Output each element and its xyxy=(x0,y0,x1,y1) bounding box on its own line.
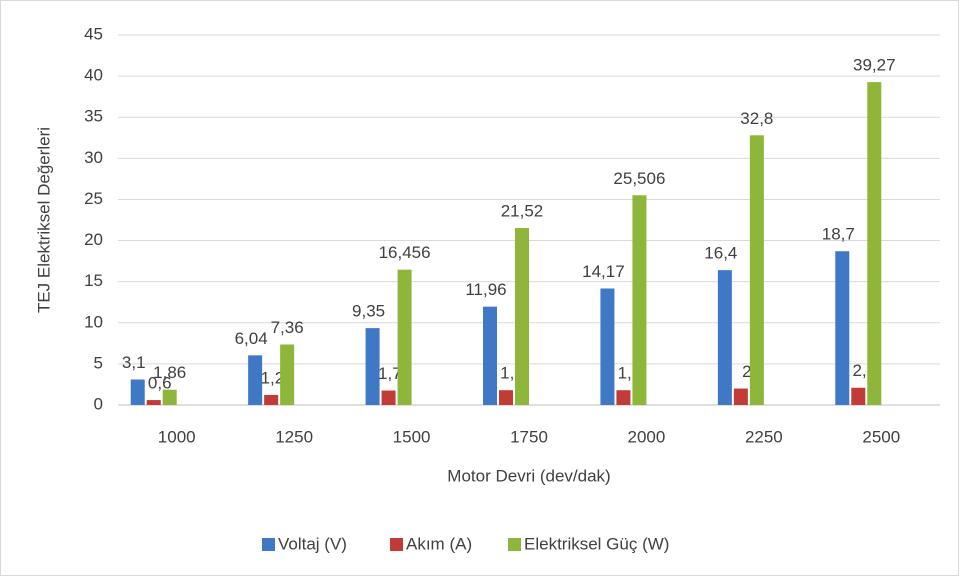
x-tick-label: 2000 xyxy=(628,427,666,446)
value-label: 14,17 xyxy=(582,262,625,281)
bar xyxy=(616,390,631,405)
bar xyxy=(851,387,866,405)
bar xyxy=(733,388,748,405)
bar xyxy=(749,135,764,406)
bar xyxy=(717,270,732,405)
y-tick-label: 20 xyxy=(84,230,103,249)
legend-swatch xyxy=(390,538,403,551)
bar xyxy=(397,269,412,405)
bar xyxy=(632,195,647,405)
value-label: 32,8 xyxy=(740,109,773,128)
x-tick-label: 1750 xyxy=(510,427,548,446)
bar xyxy=(600,288,615,405)
y-tick-label: 10 xyxy=(84,312,103,331)
bar xyxy=(515,228,529,405)
value-label: 2 xyxy=(742,362,751,381)
bar xyxy=(499,390,513,405)
y-tick-label: 0 xyxy=(94,394,103,413)
legend-label: Akım (A) xyxy=(406,534,472,553)
value-label: 25,506 xyxy=(613,169,665,188)
bar xyxy=(381,390,396,405)
bar xyxy=(162,389,177,405)
bar xyxy=(248,355,263,405)
x-tick-label: 2250 xyxy=(745,427,783,446)
x-tick-label: 2500 xyxy=(862,427,900,446)
value-label: 39,27 xyxy=(853,56,896,75)
y-tick-label: 5 xyxy=(94,353,103,372)
bar xyxy=(280,344,295,405)
legend-label: Elektriksel Güç (W) xyxy=(524,534,669,553)
legend-label: Voltaj (V) xyxy=(278,534,347,553)
value-label: 3,1 xyxy=(122,353,146,372)
value-label: 0,6 xyxy=(148,374,172,393)
x-axis-title: Motor Devri (dev/dak) xyxy=(447,466,610,485)
legend-swatch xyxy=(508,538,521,551)
bar xyxy=(365,328,380,405)
bar xyxy=(835,251,850,405)
value-label: 9,35 xyxy=(352,302,385,321)
y-tick-label: 40 xyxy=(84,66,103,85)
value-label: 21,52 xyxy=(501,202,544,221)
y-tick-label: 30 xyxy=(84,148,103,167)
y-tick-label: 35 xyxy=(84,107,103,126)
y-axis-title: TEJ Elektriksel Değerleri xyxy=(34,127,53,313)
legend-swatch xyxy=(262,538,275,551)
y-tick-label: 15 xyxy=(84,271,103,290)
bar xyxy=(867,82,882,405)
bar xyxy=(146,400,161,405)
value-label: 6,04 xyxy=(235,329,268,348)
value-label: 16,456 xyxy=(379,243,431,262)
x-tick-label: 1000 xyxy=(158,427,196,446)
x-tick-label: 1250 xyxy=(275,427,313,446)
x-tick-label: 1500 xyxy=(393,427,431,446)
y-tick-label: 25 xyxy=(84,189,103,208)
y-tick-label: 45 xyxy=(84,24,103,43)
value-label: 1,86 xyxy=(153,363,186,382)
bar xyxy=(264,394,279,405)
bar xyxy=(483,306,497,405)
value-label: 11,96 xyxy=(465,280,506,299)
value-label: 7,36 xyxy=(271,318,304,337)
bar xyxy=(130,379,145,405)
value-label: 18,7 xyxy=(822,225,855,244)
value-label: 16,4 xyxy=(704,244,737,263)
